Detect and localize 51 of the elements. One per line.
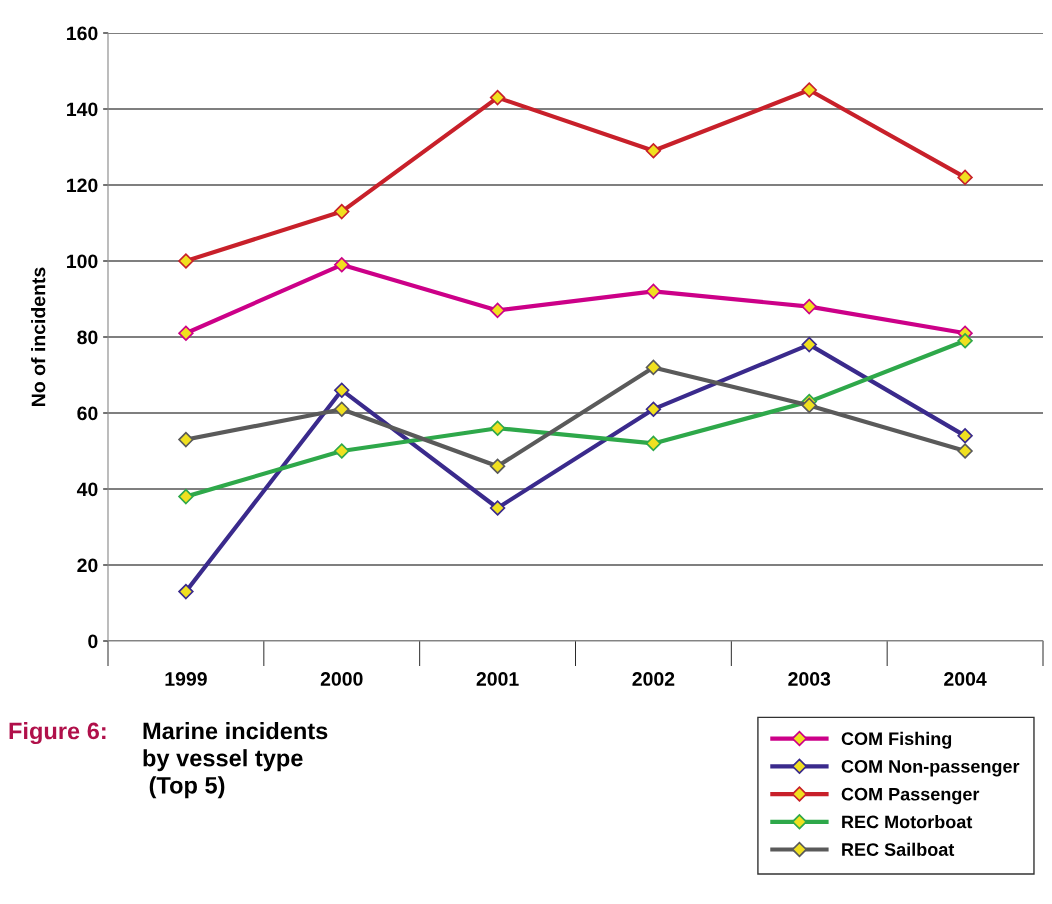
point: [178, 253, 194, 269]
point: [801, 298, 817, 315]
point: [178, 431, 194, 448]
x-tick-label: 2003: [788, 672, 831, 686]
point: [957, 169, 973, 186]
x-tick-label: 2000: [320, 672, 363, 686]
point: [334, 203, 350, 220]
point: [489, 458, 506, 474]
legend-label: REC Sailboat: [842, 842, 955, 856]
point: [178, 488, 194, 505]
legend-label: COM Non-passenger: [841, 760, 1020, 777]
y-tick-label: 160: [67, 26, 98, 41]
y-tick-label: 140: [67, 102, 98, 117]
text: Marine incidents by vessel type (Top 5): [143, 722, 328, 799]
point: [801, 82, 817, 98]
point: [334, 443, 350, 459]
y-tick-label: 40: [76, 482, 98, 497]
point: [645, 359, 662, 376]
point: [489, 500, 506, 516]
point: [334, 401, 350, 417]
point: [801, 336, 817, 353]
y-tick-label: 60: [77, 406, 98, 421]
y-tick-label: 120: [67, 178, 98, 193]
point: [645, 283, 662, 300]
point: [178, 583, 194, 600]
legend-label: REC Motorboat: [842, 815, 973, 829]
point: [645, 401, 662, 417]
y-tick-label: 80: [77, 330, 98, 345]
y-tick-label: 100: [67, 254, 98, 269]
x-tick-label: 2004: [944, 672, 987, 686]
point: [957, 428, 973, 444]
point: [957, 443, 973, 459]
point: [489, 420, 506, 436]
legend-label: COM Passenger: [841, 787, 980, 805]
point: [178, 325, 194, 341]
point: [801, 397, 817, 414]
legend-label: COM Fishing: [841, 731, 952, 749]
y-tick-label: 0: [88, 634, 98, 649]
point: [489, 302, 506, 319]
caption: Figure 6:: [9, 722, 106, 745]
point: [334, 382, 350, 398]
point: [334, 257, 350, 273]
point: [957, 333, 973, 349]
x-tick-label: 1999: [165, 672, 207, 686]
x-tick-label: 2001: [476, 672, 519, 686]
point: [645, 435, 662, 452]
y-tick-label: 20: [77, 558, 98, 573]
point: [645, 143, 662, 159]
x-tick-label: 2002: [632, 672, 675, 686]
y-axis-title: No of incidents: [31, 267, 46, 406]
point: [489, 89, 506, 106]
